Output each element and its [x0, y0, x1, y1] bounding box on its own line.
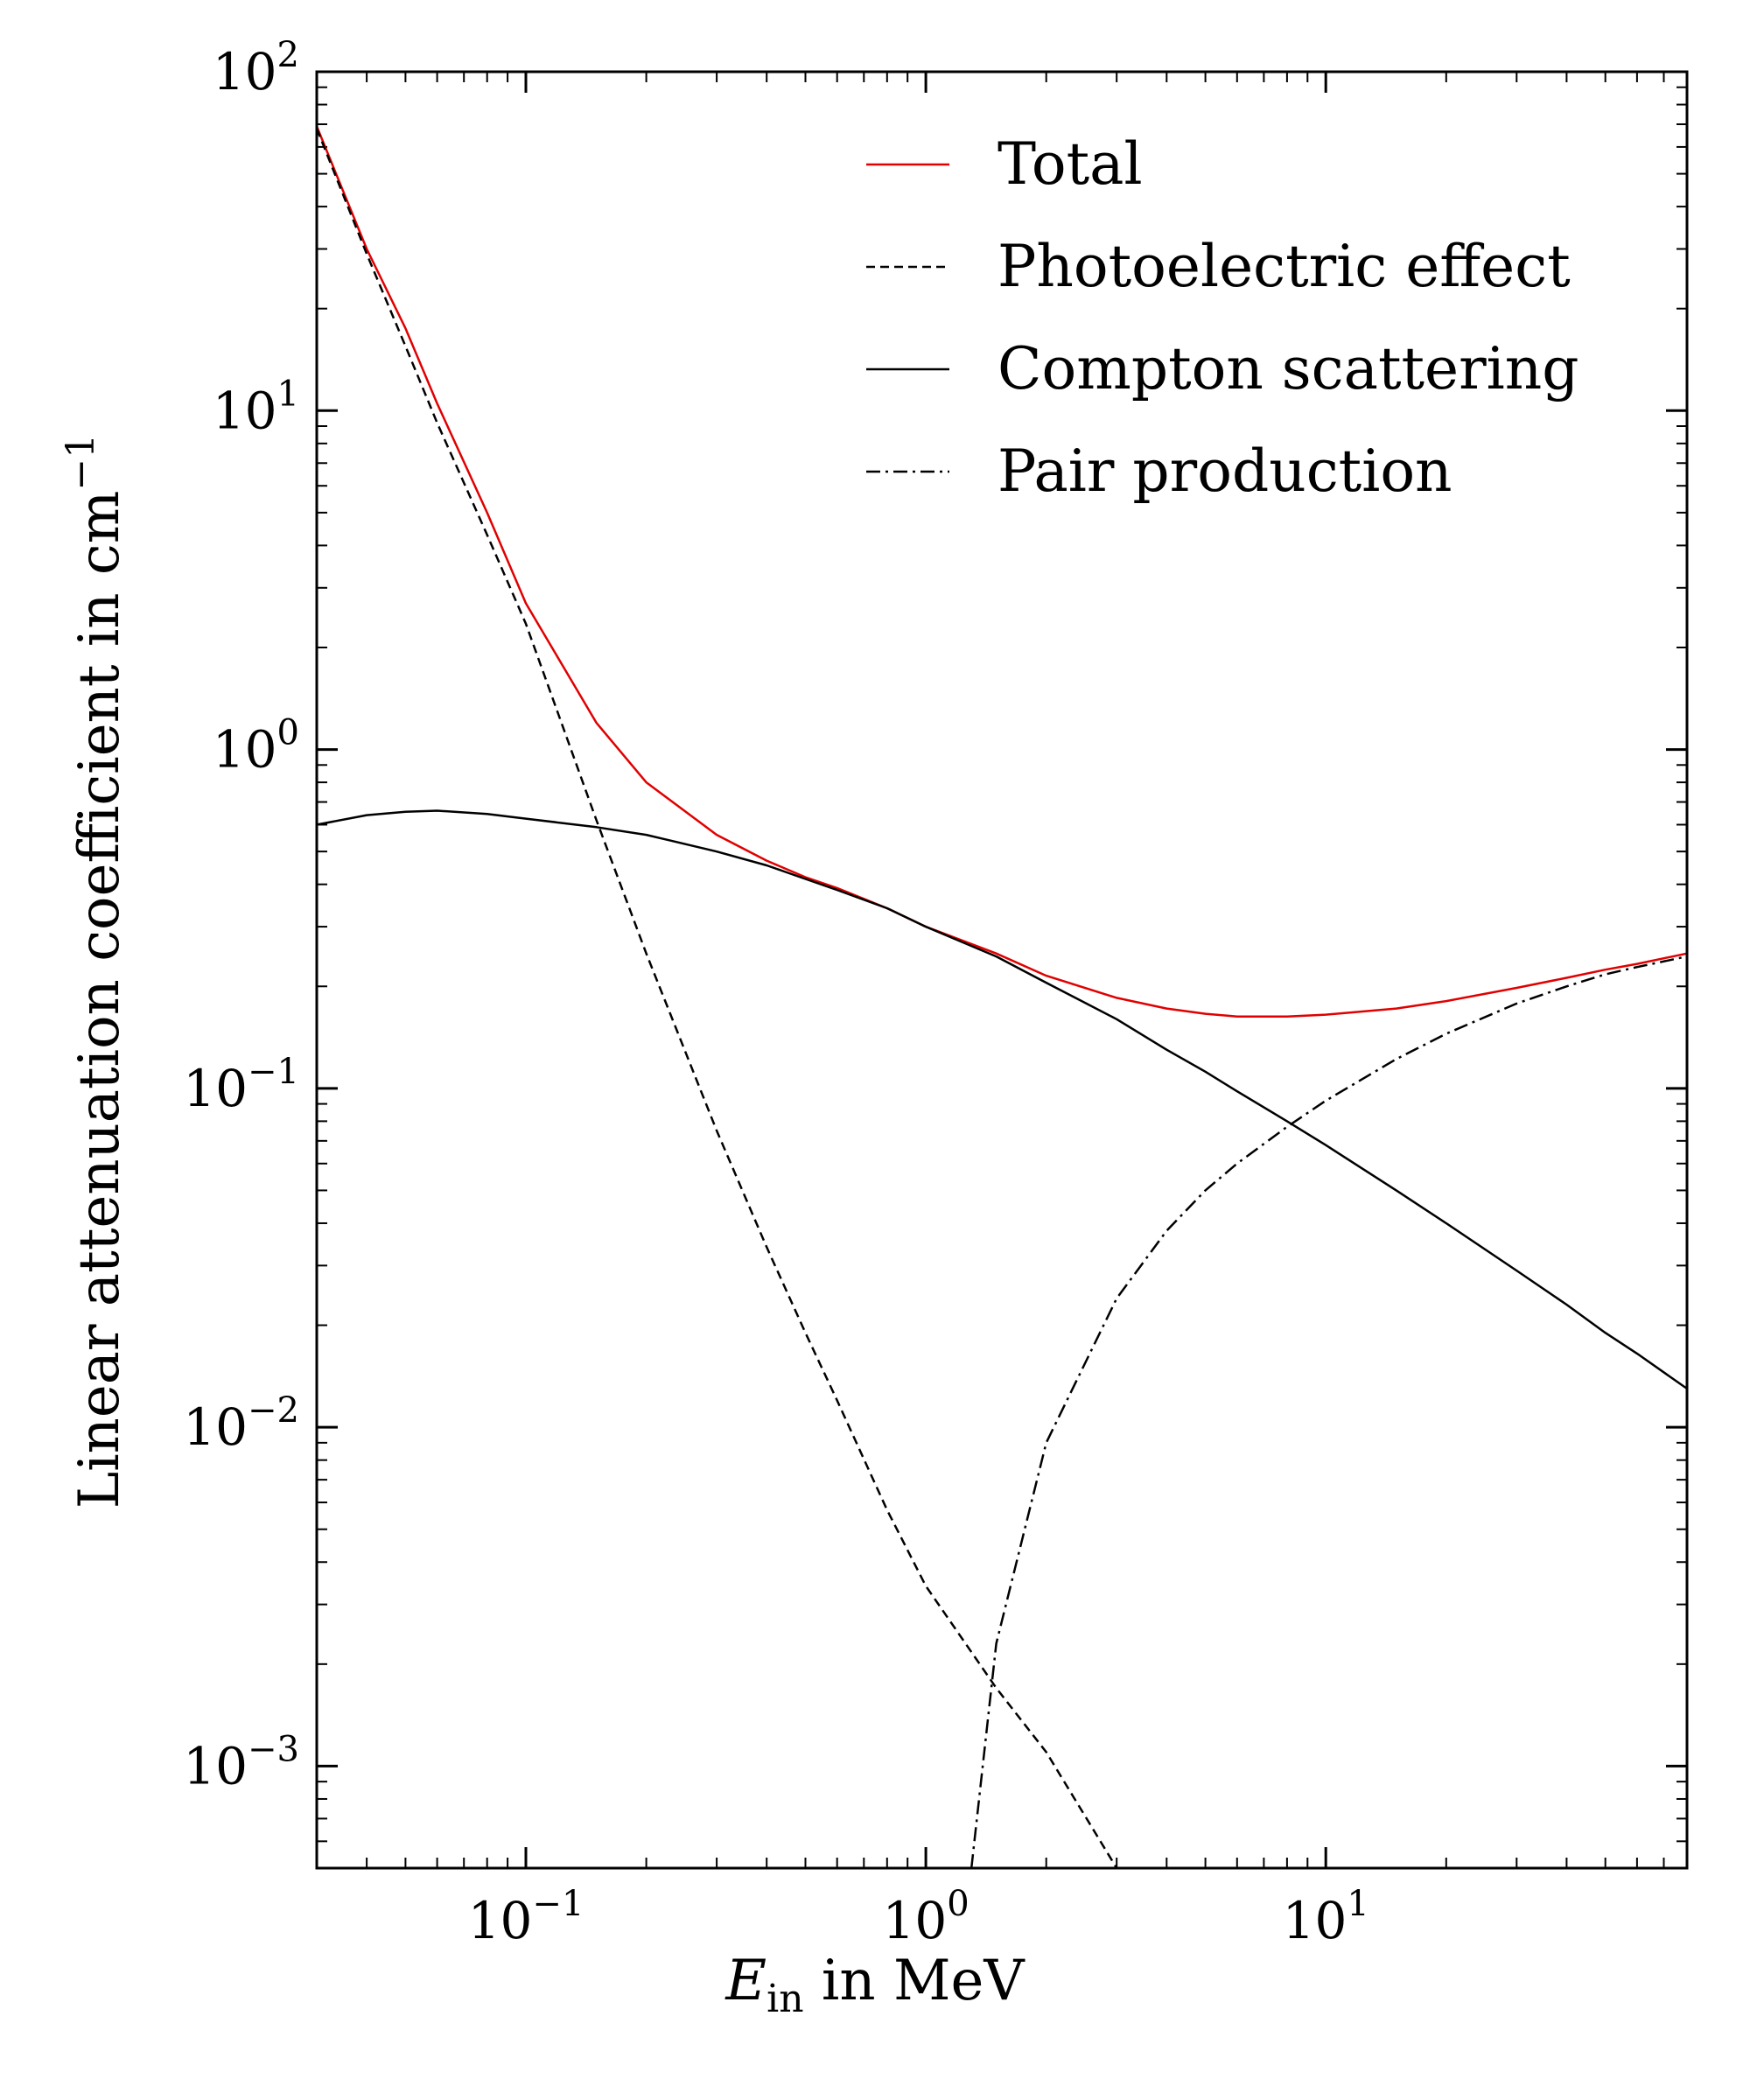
y-tick-exponent: 0	[277, 713, 299, 753]
x-axis-rest: in MeV	[804, 1949, 1026, 2013]
y-axis-superscript: −1	[59, 434, 103, 491]
y-tick-label: 100	[213, 713, 299, 780]
y-tick-exponent: −3	[248, 1729, 299, 1769]
x-tick-base: 10	[468, 1891, 533, 1950]
y-tick-exponent: −1	[248, 1052, 299, 1092]
y-tick-exponent: 2	[277, 35, 299, 75]
series-line-pair-production	[970, 955, 1688, 1869]
legend-label-compton-scattering: Compton scattering	[998, 335, 1579, 402]
y-tick-base: 10	[213, 720, 277, 780]
series-line-total	[315, 125, 1688, 1018]
x-tick-label: 10−1	[468, 1884, 584, 1950]
x-axis-symbol: E	[724, 1949, 766, 2013]
y-tick-exponent: 1	[277, 374, 299, 414]
minor-ticks	[316, 72, 1688, 1869]
y-tick-base: 10	[183, 1059, 248, 1118]
y-axis-title: Linear attenuation coefficient in cm−1	[59, 434, 132, 1509]
y-tick-label: 10−3	[183, 1729, 299, 1796]
y-tick-base: 10	[213, 42, 277, 102]
y-tick-label: 101	[213, 374, 299, 440]
x-tick-exponent: 0	[947, 1884, 969, 1924]
x-axis-title: Ein in MeV	[724, 1949, 1026, 2021]
x-tick-exponent: −1	[532, 1884, 584, 1924]
x-tick-labels: 10−1 100 101	[468, 1884, 1369, 1950]
series-line-compton-scattering	[316, 809, 1688, 1390]
legend-label-photoelectric-effect: Photoelectric effect	[998, 233, 1571, 300]
y-tick-label: 102	[213, 35, 299, 102]
y-tick-label: 10−2	[183, 1390, 299, 1457]
x-tick-label: 100	[882, 1884, 969, 1950]
x-axis-subscript: in	[766, 1977, 803, 2021]
x-tick-base: 10	[1283, 1891, 1348, 1950]
major-ticks	[317, 70, 1687, 1868]
x-tick-base: 10	[882, 1891, 947, 1950]
y-axis-text: Linear attenuation coefficient in cm	[67, 491, 132, 1509]
series-layer	[315, 125, 1688, 1869]
plot-frame	[315, 70, 1689, 1870]
y-tick-base: 10	[213, 381, 277, 440]
y-tick-base: 10	[183, 1736, 248, 1796]
legend-label-total: Total	[998, 130, 1143, 198]
x-tick-label: 101	[1283, 1884, 1369, 1950]
x-tick-exponent: 1	[1347, 1884, 1368, 1924]
y-tick-base: 10	[183, 1397, 248, 1457]
legend-label-pair-production: Pair production	[998, 438, 1452, 505]
legend: Total Photoelectric effect Compton scatter…	[866, 130, 1579, 505]
y-tick-exponent: −2	[248, 1390, 299, 1431]
y-tick-label: 10−1	[183, 1052, 299, 1118]
series-line-photoelectric-effect	[315, 128, 1118, 1869]
